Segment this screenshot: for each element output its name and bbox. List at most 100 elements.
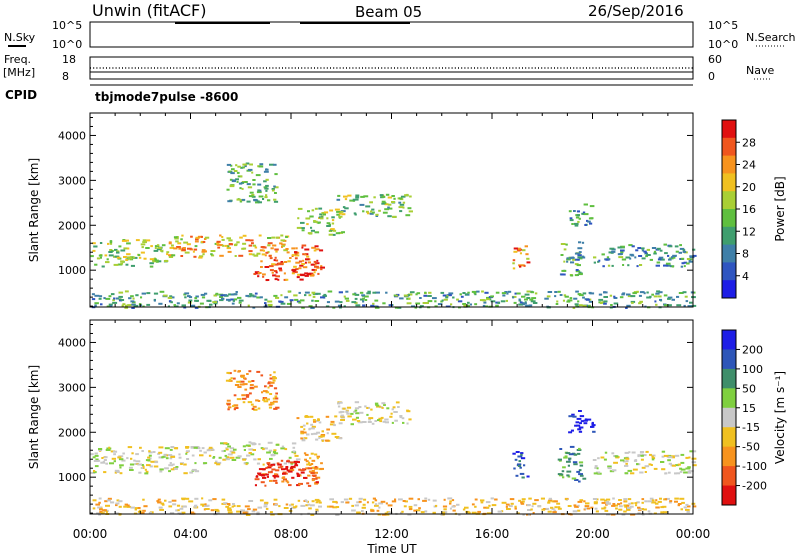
echo-pixel [262,398,266,401]
echo-pixel [248,441,252,444]
echo-pixel [259,163,264,166]
echo-pixel [230,293,235,296]
echo-pixel [519,472,525,475]
echo-pixel [257,407,261,410]
echo-pixel [562,299,565,302]
echo-pixel [150,245,153,248]
echo-pixel [254,271,260,274]
echo-pixel [220,442,224,445]
echo-pixel [651,293,654,296]
echo-pixel [226,399,231,402]
echo-pixel [353,410,356,413]
echo-pixel [307,272,312,275]
echo-pixel [164,467,169,470]
x-tick-label: 12:00 [374,527,409,541]
echo-pixel [641,501,644,504]
echo-pixel [463,304,467,307]
echo-pixel [318,207,323,210]
echo-pixel [658,291,663,294]
echo-pixel [651,457,656,460]
echo-pixel [248,195,254,198]
echo-pixel [124,503,128,506]
echo-pixel [667,296,673,299]
echo-pixel [231,459,237,461]
echo-pixel [279,242,283,245]
echo-pixel [269,393,273,395]
echo-pixel [568,457,572,460]
echo-pixel [331,222,335,225]
echo-pixel [275,392,278,395]
echo-pixel [242,234,247,237]
echo-pixel [149,265,154,268]
echo-pixel [557,507,562,510]
echo-pixel [326,222,331,225]
echo-pixel [280,239,286,242]
echo-pixel [406,302,412,305]
echo-pixel [398,206,404,209]
echo-pixel [528,304,533,307]
echo-pixel [174,237,179,240]
echo-pixel [371,211,375,214]
echo-pixel [210,509,214,512]
echo-pixel [531,297,537,300]
echo-pixel [107,497,112,500]
echo-pixel [286,302,292,305]
echo-pixel [579,474,584,477]
echo-pixel [274,278,278,281]
echo-pixel [263,170,269,173]
echo-pixel [621,293,625,296]
echo-pixel [308,470,312,473]
echo-pixel [300,430,304,433]
echo-pixel [110,293,115,296]
echo-pixel [280,459,284,462]
echo-pixel [407,513,412,516]
echo-pixel [274,452,279,455]
echo-pixel [300,504,306,507]
echo-pixel [242,242,247,245]
echo-pixel [679,470,683,473]
echo-pixel [591,424,596,427]
echo-pixel [248,500,254,502]
echo-pixel [409,195,412,198]
echo-pixel [580,420,584,423]
echo-pixel [298,301,302,304]
echo-pixel [265,184,269,187]
echo-pixel [195,299,198,302]
echo-pixel [676,472,681,475]
echo-pixel [311,500,315,503]
velocity-echo-region [92,497,697,516]
echo-pixel [315,248,320,251]
echo-pixel [165,457,169,460]
echo-pixel [677,463,681,466]
echo-pixel [646,296,651,299]
echo-pixel [265,391,270,394]
echo-pixel [259,296,263,299]
echo-pixel [393,411,398,413]
echo-pixel [346,406,352,409]
echo-pixel [392,406,396,409]
echo-pixel [662,505,667,508]
echo-pixel [149,262,154,265]
echo-pixel [608,251,613,254]
echo-pixel [294,464,299,467]
echo-pixel [311,459,316,462]
echo-pixel [239,200,243,203]
echo-pixel [275,259,279,262]
echo-pixel [649,497,654,500]
echo-pixel [275,469,280,472]
echo-pixel [407,293,413,296]
echo-pixel [674,245,679,248]
echo-pixel [601,253,605,256]
echo-pixel [222,244,225,247]
echo-pixel [253,408,258,411]
echo-pixel [219,299,224,302]
echo-pixel [152,260,156,263]
echo-pixel [301,244,307,247]
echo-pixel [305,504,309,507]
echo-pixel [115,512,120,515]
colorbar-tick-label: 12 [742,225,756,238]
echo-pixel [373,196,376,199]
echo-pixel [631,301,634,304]
echo-pixel [283,462,287,465]
echo-pixel [356,501,361,504]
